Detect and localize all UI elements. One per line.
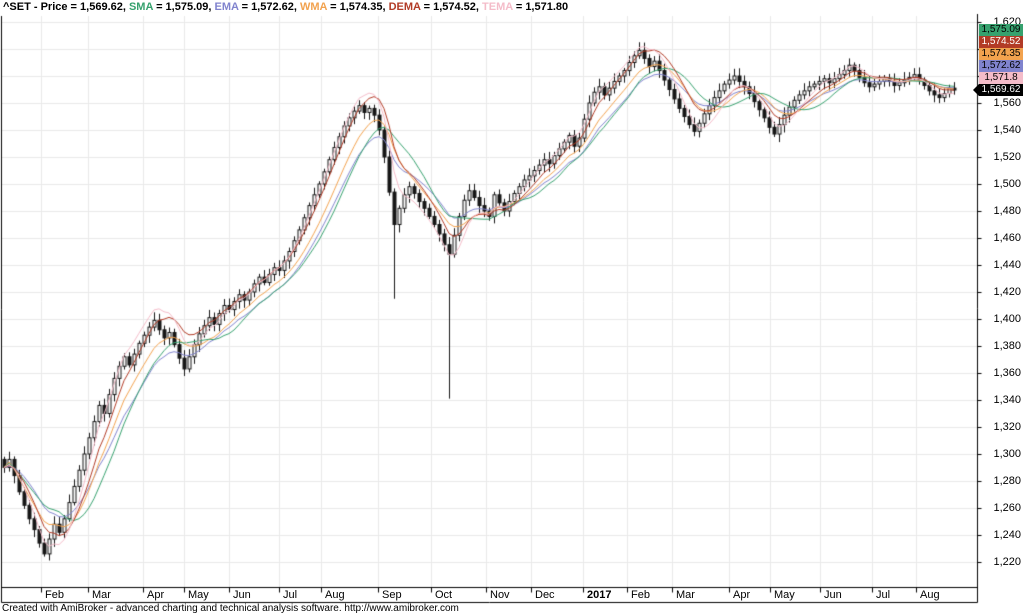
month-label: Apr (733, 589, 751, 601)
month-label: Feb (45, 589, 64, 601)
month-label: Apr (147, 589, 165, 601)
y-axis-label: 1,540 (993, 124, 1021, 136)
title-segment: = 1,574.52, (420, 1, 483, 13)
chart-title: ^SET - Price = 1,569.62, SMA = 1,575.09,… (3, 0, 568, 14)
price-tag-dema: 1,574.52 (979, 36, 1023, 48)
price-tag-sma: 1,575.09 (979, 24, 1023, 36)
footer-credit: Created with AmiBroker - advanced charti… (2, 603, 459, 614)
y-axis-label: 1,460 (993, 232, 1021, 244)
y-axis-label: 1,320 (993, 421, 1021, 433)
price-tag-price: 1,569.62 (973, 84, 1023, 96)
title-segment: = 1,575.09, (153, 1, 215, 13)
month-label: Jul (876, 589, 891, 601)
y-axis-label: 1,520 (993, 151, 1021, 163)
month-label: May (188, 589, 209, 601)
y-axis-label: 1,280 (993, 475, 1021, 487)
month-label: Dec (535, 589, 555, 601)
month-label: 2017 (587, 589, 612, 601)
y-axis-label: 1,440 (993, 259, 1021, 271)
month-label: Jun (824, 589, 842, 601)
title-segment: EMA (214, 1, 239, 13)
month-label: Oct (435, 589, 453, 601)
price-tag-ema: 1,572.62 (979, 60, 1023, 72)
title-segment: ^SET - Price = 1,569.62, (3, 1, 129, 13)
title-segment: WMA (300, 1, 328, 13)
y-axis-label: 1,380 (993, 340, 1021, 352)
y-axis-label: 1,260 (993, 502, 1021, 514)
price-tag-tema: 1,571.8 (979, 72, 1023, 84)
title-segment: = 1,572.62, (238, 1, 300, 13)
month-label: Jun (233, 589, 251, 601)
y-axis-label: 1,300 (993, 448, 1021, 460)
title-segment: TEMA (482, 1, 513, 13)
y-axis-label: 1,420 (993, 286, 1021, 298)
month-label: Feb (631, 589, 650, 601)
y-axis-label: 1,340 (993, 394, 1021, 406)
title-segment: = 1,571.80 (512, 1, 569, 13)
month-label: Mar (676, 589, 695, 601)
month-label: Sep (382, 589, 402, 601)
title-segment: SMA (128, 1, 154, 13)
price-tag-wma: 1,574.35 (979, 48, 1023, 60)
y-axis-label: 1,560 (993, 97, 1021, 109)
month-label: Mar (92, 589, 111, 601)
y-axis-label: 1,360 (993, 367, 1021, 379)
y-axis-label: 1,220 (993, 556, 1021, 568)
month-label: Aug (325, 589, 345, 601)
left-arrow-icon (973, 84, 979, 96)
month-label: Jul (283, 589, 298, 601)
y-axis-label: 1,480 (993, 205, 1021, 217)
y-axis-label: 1,400 (993, 313, 1021, 325)
title-segment: = 1,574.35, (327, 1, 389, 13)
y-axis-label: 1,240 (993, 529, 1021, 541)
title-segment: DEMA (388, 1, 421, 13)
y-axis-label: 1,500 (993, 178, 1021, 190)
month-label: May (774, 589, 795, 601)
month-label: Aug (920, 589, 940, 601)
month-label: Nov (490, 589, 510, 601)
